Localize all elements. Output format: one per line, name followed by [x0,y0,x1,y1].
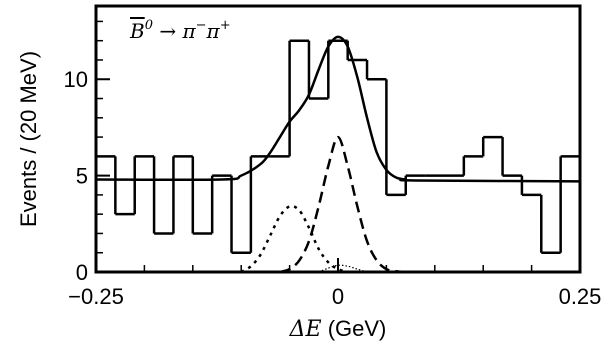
x-tick-label-1: 0 [332,284,344,309]
curve-dashed [279,135,406,274]
annotation-product2-sup: + [220,18,231,33]
annotation-base-sup: 0 [145,18,153,33]
x-tick-label-0: −0.25 [68,284,124,309]
y-axis-title: Events / (20 MeV) [16,51,41,227]
annotation-product1: π [181,19,196,43]
x-axis-symbol: ΔE [289,317,322,342]
y-tick-label-0: 0 [76,260,88,285]
decay-annotation: B0 → π−π+ [129,18,231,43]
curve-solid [95,35,581,183]
y-tick-label-1: 5 [76,164,88,189]
plot-frame [94,4,582,274]
curve-dotted [240,204,349,274]
annotation-product2: π [206,19,221,43]
x-tick-label-2: 0.25 [559,284,602,309]
x-axis-title: ΔE (GeV) [289,316,387,342]
annotation-arrow: → [159,19,176,43]
x-axis-unit: (GeV) [328,316,387,341]
y-tick-label-2: 10 [64,67,88,92]
annotation-product1-sup: − [196,18,207,33]
curve-fine-dotted [318,264,368,273]
annotation-base: B [129,19,145,43]
